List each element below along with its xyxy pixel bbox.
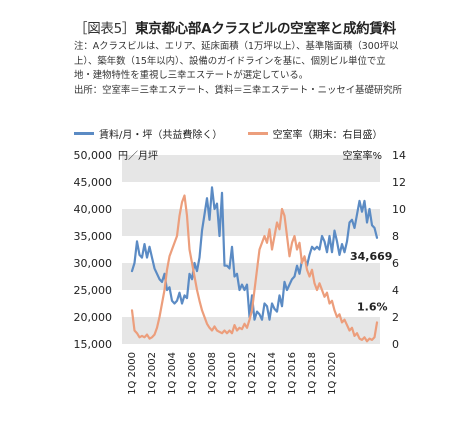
x-tick-label: 1Q 2004	[167, 352, 178, 395]
y-right-tick-label: 10	[392, 203, 406, 216]
legend-item-rent: 賃料/月・坪（共益費除く）	[74, 126, 222, 141]
legend-swatch-vacancy	[247, 132, 268, 135]
grid-band	[122, 182, 380, 209]
grid-band	[122, 209, 380, 236]
legend-item-vacancy: 空室率（期末：右目盛）	[247, 126, 383, 141]
grid-band	[122, 155, 380, 182]
grid-band	[122, 263, 380, 290]
figure-note: 注：Aクラスビルは、エリア、延床面積（1万坪以上）、基準階面積（300坪以上）、…	[74, 41, 399, 81]
x-tick-label: 1Q 2016	[287, 352, 298, 395]
y-left-axis-label: 円／月坪	[118, 149, 158, 162]
legend-label-rent: 賃料/月・坪（共益費除く）	[99, 130, 223, 141]
y-left-tick-label: 45,000	[74, 176, 113, 189]
y-left-tick-label: 15,000	[74, 338, 113, 351]
annotation-vacancy-latest: 1.6%	[357, 300, 388, 313]
x-tick-label: 1Q 2010	[227, 352, 238, 395]
x-tick-label: 1Q 2018	[307, 352, 318, 395]
figure-tag: ［図表5］	[74, 21, 136, 37]
y-right-tick-label: 6	[392, 257, 399, 270]
series-line-rent	[130, 186, 379, 321]
y-right-tick-label: 14	[392, 149, 406, 162]
legend-label-vacancy: 空室率（期末：右目盛）	[272, 130, 383, 141]
x-tick-label: 1Q 2012	[247, 352, 258, 395]
y-right-tick-label: 0	[392, 338, 399, 351]
chart-legend: 賃料/月・坪（共益費除く） 空室率（期末：右目盛）	[74, 126, 405, 141]
y-right-tick-label: 2	[392, 311, 399, 324]
y-right-tick-label: 8	[392, 230, 399, 243]
x-tick-label: 1Q 2014	[267, 352, 278, 395]
y-left-tick-label: 35,000	[74, 230, 113, 243]
series-line-vacancy	[130, 194, 379, 343]
figure-title: ［図表5］東京都心部Aクラスビルの空室率と成約賃料	[74, 17, 396, 37]
y-left-tick-label: 30,000	[74, 257, 113, 270]
grid-band	[122, 317, 380, 344]
y-right-axis-label: 空室率%	[342, 149, 382, 162]
y-left-tick-label: 25,000	[74, 284, 113, 297]
x-tick-label: 1Q 2006	[187, 352, 198, 395]
y-left-tick-label: 20,000	[74, 311, 113, 324]
figure-title-text: 東京都心部Aクラスビルの空室率と成約賃料	[135, 21, 396, 37]
legend-swatch-rent	[74, 132, 94, 135]
x-tick-label: 1Q 2020	[327, 352, 338, 395]
x-tick-label: 1Q 2002	[147, 352, 158, 395]
y-right-tick-label: 12	[392, 176, 406, 189]
annotation-rent-latest: 34,669	[350, 250, 392, 263]
y-left-tick-label: 40,000	[74, 203, 113, 216]
x-tick-label: 1Q 2008	[207, 352, 218, 395]
y-left-tick-label: 50,000	[74, 149, 113, 162]
y-right-tick-label: 4	[392, 284, 399, 297]
figure-source: 出所：空室率＝三幸エステート、賃料＝三幸エステート・ニッセイ基礎研究所	[74, 85, 402, 96]
x-tick-label: 1Q 2000	[127, 352, 138, 395]
